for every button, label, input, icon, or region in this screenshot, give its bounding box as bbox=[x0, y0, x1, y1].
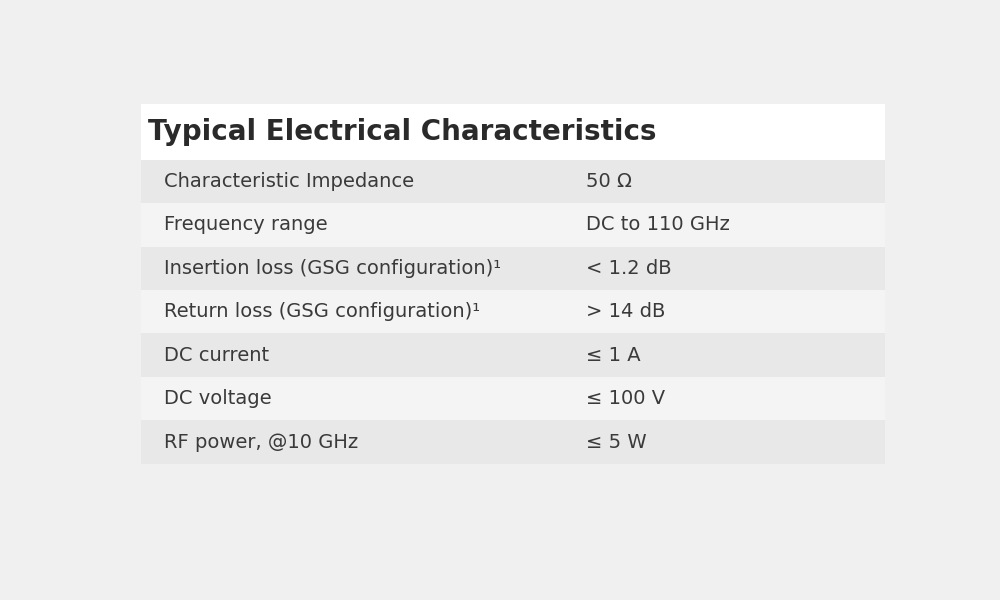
Text: DC voltage: DC voltage bbox=[164, 389, 271, 408]
Text: DC current: DC current bbox=[164, 346, 269, 365]
Text: > 14 dB: > 14 dB bbox=[586, 302, 666, 321]
Bar bbox=[140, 334, 885, 377]
Bar bbox=[140, 160, 885, 203]
Bar bbox=[140, 203, 885, 247]
Bar bbox=[140, 421, 885, 464]
Text: 50 Ω: 50 Ω bbox=[586, 172, 632, 191]
Text: Insertion loss (GSG configuration)¹: Insertion loss (GSG configuration)¹ bbox=[164, 259, 501, 278]
Text: Typical Electrical Characteristics: Typical Electrical Characteristics bbox=[148, 118, 657, 146]
Text: ≤ 1 A: ≤ 1 A bbox=[586, 346, 641, 365]
Text: ≤ 100 V: ≤ 100 V bbox=[586, 389, 665, 408]
Text: Characteristic Impedance: Characteristic Impedance bbox=[164, 172, 414, 191]
Text: ≤ 5 W: ≤ 5 W bbox=[586, 433, 647, 452]
Bar bbox=[140, 104, 885, 160]
Text: Return loss (GSG configuration)¹: Return loss (GSG configuration)¹ bbox=[164, 302, 480, 321]
Bar bbox=[140, 377, 885, 421]
Text: RF power, @10 GHz: RF power, @10 GHz bbox=[164, 433, 358, 452]
Bar bbox=[140, 247, 885, 290]
Text: Frequency range: Frequency range bbox=[164, 215, 327, 235]
Text: DC to 110 GHz: DC to 110 GHz bbox=[586, 215, 730, 235]
Bar bbox=[140, 290, 885, 334]
Text: < 1.2 dB: < 1.2 dB bbox=[586, 259, 672, 278]
